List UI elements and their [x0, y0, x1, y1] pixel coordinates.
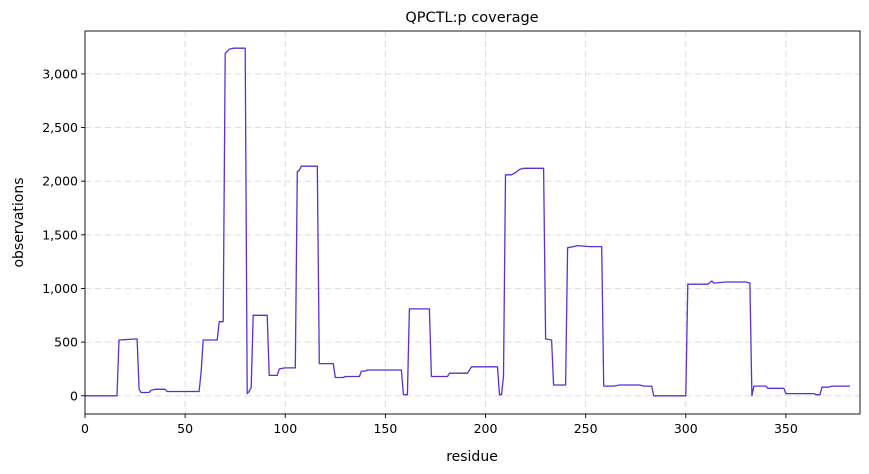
chart-title: QPCTL:p coverage: [405, 10, 538, 26]
y-tick-label: 0: [70, 388, 78, 403]
grid-lines: [84, 31, 860, 414]
y-tick-label: 2,000: [42, 174, 78, 189]
x-axis-label: residue: [446, 449, 498, 465]
x-axis-ticks: 0 50 100 150 200 250 300 350: [81, 414, 798, 436]
plot-frame: [84, 30, 861, 415]
x-tick-label: 0: [81, 421, 89, 436]
x-tick-label: 150: [373, 421, 397, 436]
x-tick-label: 350: [774, 421, 798, 436]
x-tick-label: 250: [574, 421, 598, 436]
y-tick-label: 500: [54, 335, 78, 350]
y-tick-label: 1,500: [42, 227, 78, 242]
x-tick-label: 300: [674, 421, 698, 436]
x-tick-label: 50: [177, 421, 193, 436]
plot-area: [84, 30, 861, 415]
y-tick-label: 2,500: [42, 120, 78, 135]
coverage-line: [85, 47, 850, 397]
x-tick-label: 100: [273, 421, 297, 436]
y-tick-label: 1,000: [42, 281, 78, 296]
y-tick-label: 3,000: [42, 66, 78, 81]
y-axis-label: observations: [11, 177, 27, 267]
y-axis-ticks: 0 500 1,000 1,500 2,000 2,500 3,000: [42, 66, 85, 403]
x-tick-label: 200: [474, 421, 498, 436]
